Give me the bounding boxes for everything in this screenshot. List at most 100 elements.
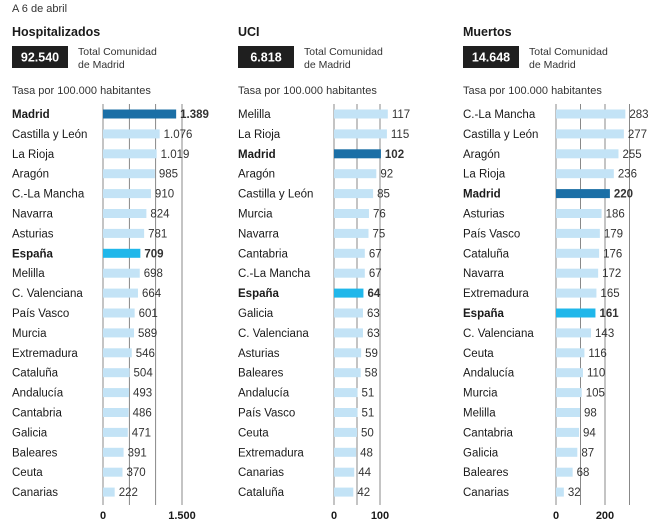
- chart-hospitalizados-value-melilla: 698: [144, 268, 163, 280]
- chart-muertos-category-asturias: Asturias: [463, 209, 505, 221]
- chart-hospitalizados-bar-aragon: [103, 169, 155, 179]
- chart-uci-category-galicia: Galicia: [238, 308, 274, 320]
- chart-uci-bar-extremadura: [334, 447, 357, 457]
- chart-uci-total-value: 6.818: [250, 51, 281, 65]
- chart-muertos-bar-galicia: [556, 447, 578, 457]
- chart-muertos-value-cantabria: 94: [583, 427, 596, 439]
- chart-uci-bar-andalucia: [334, 388, 358, 398]
- chart-muertos-bar-la-rioja: [556, 169, 614, 179]
- chart-uci-value-murcia: 76: [373, 209, 386, 221]
- chart-uci-category-cataluna: Cataluña: [238, 487, 285, 499]
- chart-muertos-category-c-la-mancha: C.-La Mancha: [463, 109, 536, 121]
- chart-uci-value-cataluna: 42: [357, 487, 370, 499]
- chart-hospitalizados-category-c-valenciana: C. Valenciana: [12, 288, 83, 300]
- chart-uci-category-canarias: Canarias: [238, 467, 284, 479]
- chart-hospitalizados-bar-extremadura: [103, 348, 132, 358]
- chart-hospitalizados-bar-cataluna: [103, 368, 130, 378]
- chart-hospitalizados-category-la-rioja: La Rioja: [12, 149, 55, 161]
- chart-uci-bar-navarra: [334, 228, 369, 238]
- chart-uci-value-melilla: 117: [392, 109, 410, 121]
- chart-muertos-tick-label: 0: [553, 510, 559, 522]
- chart-uci-category-c-valenciana: C. Valenciana: [238, 328, 309, 340]
- chart-hospitalizados-value-castilla-y-leon: 1.076: [164, 129, 193, 141]
- chart-hospitalizados-category-ceuta: Ceuta: [12, 467, 43, 479]
- chart-muertos-bar-pais-vasco: [556, 228, 600, 238]
- chart-hospitalizados-value-cataluna: 504: [134, 368, 154, 380]
- chart-uci-total-label-1: Total Comunidad: [304, 46, 383, 58]
- chart-hospitalizados-category-aragon: Aragón: [12, 169, 49, 181]
- chart-uci-category-murcia: Murcia: [238, 209, 273, 221]
- chart-hospitalizados-bar-c-la-mancha: [103, 189, 151, 199]
- chart-hospitalizados-bar-murcia: [103, 328, 135, 338]
- chart-hospitalizados-total-label-2: de Madrid: [78, 59, 125, 71]
- chart-hospitalizados-value-madrid: 1.389: [180, 109, 209, 121]
- chart-muertos-value-madrid: 220: [614, 189, 633, 201]
- chart-hospitalizados-category-navarra: Navarra: [12, 209, 54, 221]
- chart-hospitalizados-bar-espana: [103, 248, 141, 258]
- chart-muertos-value-andalucia: 110: [587, 368, 605, 380]
- chart-uci-category-aragon: Aragón: [238, 169, 275, 181]
- chart-uci-value-navarra: 75: [373, 228, 386, 240]
- chart-hospitalizados-category-espana: España: [12, 248, 54, 260]
- chart-uci-bar-c-valenciana: [334, 328, 363, 338]
- chart-hospitalizados-value-baleares: 391: [128, 447, 147, 459]
- chart-uci-bar-murcia: [334, 209, 369, 218]
- chart-muertos-category-pais-vasco: País Vasco: [463, 228, 520, 240]
- chart-hospitalizados-bar-cantabria: [103, 408, 129, 417]
- chart-hospitalizados-category-cataluna: Cataluña: [12, 368, 59, 380]
- date-label: A 6 de abril: [12, 3, 68, 15]
- chart-hospitalizados-value-extremadura: 546: [136, 348, 155, 360]
- chart-uci-category-baleares: Baleares: [238, 368, 284, 380]
- chart-hospitalizados-bar-madrid: [103, 109, 177, 119]
- chart-uci-category-extremadura: Extremadura: [238, 447, 304, 459]
- chart-muertos-category-murcia: Murcia: [463, 388, 498, 400]
- chart-muertos-bar-asturias: [556, 209, 602, 218]
- chart-muertos-value-castilla-y-leon: 277: [628, 129, 647, 141]
- chart-uci-title: UCI: [238, 25, 260, 39]
- chart-hospitalizados-category-madrid: Madrid: [12, 109, 50, 121]
- chart-uci-total-box: [238, 46, 294, 68]
- chart-muertos-bar-espana: [556, 308, 596, 318]
- chart-hospitalizados-category-pais-vasco: País Vasco: [12, 308, 69, 320]
- chart-uci-value-c-valenciana: 63: [367, 328, 380, 340]
- chart-hospitalizados-total-label-1: Total Comunidad: [78, 46, 157, 58]
- chart-muertos-title: Muertos: [463, 25, 512, 39]
- chart-muertos-category-galicia: Galicia: [463, 447, 499, 459]
- chart-muertos-category-cantabria: Cantabria: [463, 427, 513, 439]
- chart-hospitalizados-bar-castilla-y-leon: [103, 129, 160, 139]
- chart-muertos-bar-andalucia: [556, 368, 583, 378]
- chart-hospitalizados-value-cantabria: 486: [133, 408, 152, 420]
- chart-muertos-category-c-valenciana: C. Valenciana: [463, 328, 534, 340]
- chart-hospitalizados-tick-label: 1.500: [168, 510, 196, 522]
- chart-hospitalizados-value-la-rioja: 1.019: [161, 149, 190, 161]
- chart-hospitalizados-value-c-la-mancha: 910: [155, 189, 174, 201]
- chart-uci-category-andalucia: Andalucía: [238, 388, 290, 400]
- chart-uci-value-aragon: 92: [380, 169, 393, 181]
- chart-uci-category-ceuta: Ceuta: [238, 427, 269, 439]
- chart-muertos-bar-c-valenciana: [556, 328, 592, 338]
- chart-hospitalizados-category-extremadura: Extremadura: [12, 348, 78, 360]
- chart-hospitalizados-category-canarias: Canarias: [12, 487, 58, 499]
- chart-uci-category-la-rioja: La Rioja: [238, 129, 281, 141]
- chart-muertos-category-extremadura: Extremadura: [463, 288, 529, 300]
- chart-uci-category-cantabria: Cantabria: [238, 248, 288, 260]
- chart-muertos-total-label-2: de Madrid: [529, 59, 576, 71]
- chart-muertos-value-cataluna: 176: [603, 248, 622, 260]
- chart-muertos-bar-madrid: [556, 189, 610, 199]
- chart-hospitalizados-total-box: [12, 46, 68, 68]
- chart-muertos-category-cataluna: Cataluña: [463, 248, 510, 260]
- chart-uci-bar-galicia: [334, 308, 363, 318]
- chart-muertos-value-c-valenciana: 143: [595, 328, 614, 340]
- chart-uci-value-galicia: 63: [367, 308, 380, 320]
- chart-muertos-category-castilla-y-leon: Castilla y León: [463, 129, 538, 141]
- chart-uci-bar-aragon: [334, 169, 377, 179]
- chart-muertos-value-canarias: 32: [568, 487, 581, 499]
- chart-muertos-bar-ceuta: [556, 348, 585, 358]
- chart-hospitalizados-value-asturias: 781: [148, 228, 167, 240]
- chart-hospitalizados-bar-c-valenciana: [103, 288, 138, 298]
- chart-hospitalizados-value-andalucia: 493: [133, 388, 152, 400]
- chart-uci-category-navarra: Navarra: [238, 228, 280, 240]
- chart-uci-value-cantabria: 67: [369, 248, 382, 260]
- chart-muertos-value-melilla: 98: [584, 408, 597, 420]
- chart-hospitalizados-bar-melilla: [103, 268, 140, 278]
